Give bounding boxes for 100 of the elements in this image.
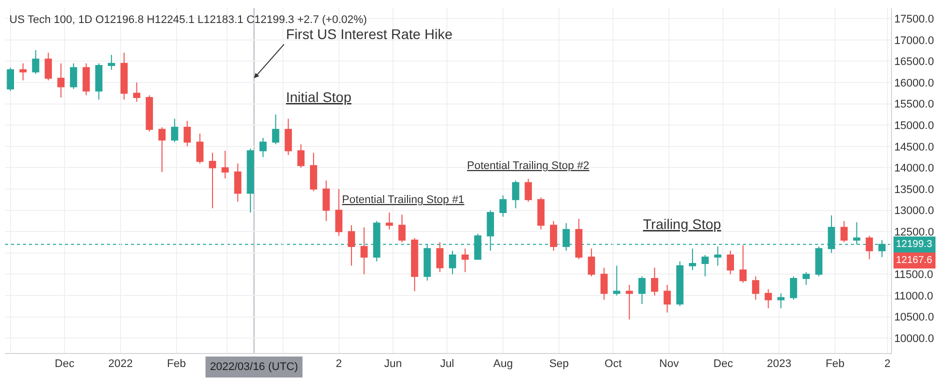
candlestick	[462, 248, 469, 273]
candlestick	[70, 62, 78, 90]
y-tick-label: 13500.0	[894, 184, 934, 196]
candlestick	[436, 242, 444, 273]
x-tick-label: Dec	[54, 358, 75, 370]
x-tick-label: Feb	[826, 358, 845, 370]
candlestick	[752, 276, 760, 300]
x-tick-label: 2023	[766, 358, 792, 370]
candlestick	[499, 194, 507, 218]
annotation: First US Interest Rate Hike	[286, 26, 453, 42]
x-tick-label: Dec	[713, 358, 734, 370]
candlestick	[726, 250, 734, 275]
candlestick	[613, 265, 620, 296]
candlestick	[512, 180, 520, 209]
candlestick	[764, 288, 772, 309]
candlestick	[777, 292, 785, 309]
candlestick	[790, 276, 798, 300]
candlestick	[6, 67, 14, 92]
ref-line-label: 2022/03/16 (UTC)	[210, 361, 298, 373]
y-tick-label: 11500.0	[894, 269, 934, 282]
candlestick	[664, 284, 671, 314]
text: US Tech 100, 1D O12196.8 H12245.1 L12183.1 C12199.3 +2.7 (+0.02%)	[9, 14, 367, 26]
y-tick-label: 11000.0	[894, 290, 934, 302]
annotation: Trailing Stop	[643, 216, 722, 232]
candlestick	[638, 276, 646, 305]
candlestick	[222, 150, 229, 179]
annotation: Initial Stop	[286, 89, 352, 105]
text: 12167.6	[896, 255, 933, 266]
candlestick	[95, 62, 102, 100]
x-tick-label: 2022	[108, 358, 133, 370]
x-tick-label: 2	[336, 358, 342, 370]
y-tick-label: 13000.0	[894, 205, 934, 218]
candlestick	[588, 248, 596, 277]
x-tick-label: Oct	[604, 358, 622, 370]
candlestick	[537, 197, 545, 230]
candlestick	[208, 152, 216, 209]
candlestick	[739, 244, 747, 284]
y-tick-label: 17000.0	[894, 34, 934, 47]
y-tick-label: 15000.0	[894, 120, 934, 132]
candlestick	[158, 126, 166, 172]
y-tick-label: 16000.0	[894, 77, 934, 90]
candlestick	[411, 238, 418, 292]
candlestick	[133, 82, 140, 102]
candlestick	[297, 144, 305, 168]
candlestick	[802, 272, 810, 286]
candlestick	[575, 218, 582, 260]
candlestick	[360, 226, 368, 275]
candlestick	[146, 94, 153, 132]
candlestick	[702, 254, 709, 277]
ref-line-label: 12199.3	[896, 239, 933, 250]
candlestick	[448, 250, 456, 275]
annotation: Potential Trailing Stop #2	[467, 160, 590, 172]
candlestick	[335, 188, 342, 236]
candlestick	[19, 62, 27, 81]
x-tick-label: Jun	[384, 358, 402, 370]
y-tick-label: 15500.0	[894, 98, 934, 111]
y-tick-label: 17500.0	[894, 14, 934, 26]
candlestick	[310, 152, 318, 192]
annotation: Potential Trailing Stop #1	[342, 194, 464, 206]
y-tick-label: 10500.0	[894, 312, 934, 324]
candlestick	[108, 54, 116, 70]
candlestick	[600, 267, 608, 300]
y-tick-label: 14500.0	[894, 141, 934, 154]
candlestick	[550, 220, 558, 252]
candlestick	[82, 62, 90, 96]
candlestick	[676, 260, 684, 307]
candlestick	[284, 118, 292, 156]
x-tick-label: Sep	[549, 358, 569, 370]
candlestick	[322, 180, 330, 222]
candlestick	[259, 137, 267, 158]
candlestick	[651, 267, 658, 296]
x-tick-label: Aug	[493, 358, 513, 370]
y-tick-label: 14000.0	[894, 162, 934, 175]
candlestick	[866, 235, 873, 260]
x-tick-label: 2	[884, 358, 890, 370]
candlestick	[688, 248, 696, 270]
candlestick	[272, 114, 280, 145]
y-tick-label: 12500.0	[894, 226, 934, 238]
candlestick	[32, 50, 40, 75]
candlestick	[386, 212, 393, 230]
candlestick	[815, 246, 822, 277]
x-tick-label: Jul	[440, 358, 454, 370]
y-tick-label: 10000.0	[894, 332, 934, 345]
candlestick	[246, 148, 254, 213]
x-tick-label: Feb	[166, 358, 186, 370]
candlestick	[348, 224, 356, 266]
candlestick	[840, 220, 848, 243]
x-tick-label: Nov	[659, 358, 680, 370]
candlestick	[57, 62, 65, 98]
candlestick	[714, 246, 722, 266]
candlestick	[171, 118, 178, 143]
candlestick	[120, 52, 128, 100]
y-tick-label: 16500.0	[894, 56, 934, 68]
candlestick	[44, 52, 52, 81]
candlestick	[398, 214, 406, 243]
candlestick	[196, 133, 204, 164]
candlestick	[184, 120, 191, 147]
candlestick	[524, 178, 532, 202]
candlestick	[234, 162, 242, 202]
candlestick	[626, 284, 633, 320]
